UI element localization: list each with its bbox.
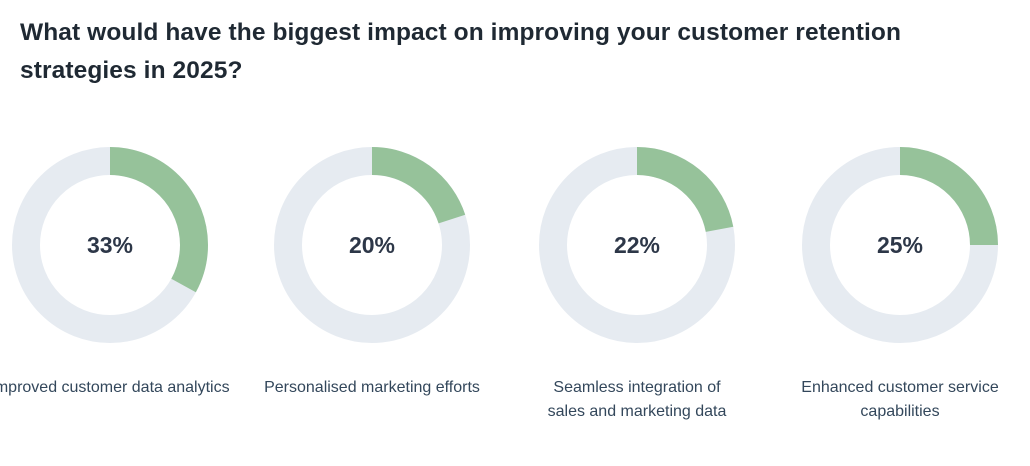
donut-label-1: Personalised marketing efforts — [264, 379, 480, 396]
donut-ring — [12, 147, 208, 343]
donut-segment — [802, 147, 998, 343]
chart-title: What would have the biggest impact on im… — [20, 19, 902, 84]
donut-ring — [274, 147, 470, 343]
donut-segment — [274, 147, 470, 343]
donut-chart-1: 20% — [273, 146, 471, 344]
donut-ring — [539, 147, 735, 343]
donut-chart-2: 22% — [538, 146, 736, 344]
donut-chart-0: 33% — [11, 146, 209, 344]
donut-segment — [539, 147, 735, 343]
donut-percentage: 20% — [348, 231, 396, 258]
donut-percentage: 33% — [86, 231, 134, 258]
donut-percentage: 22% — [613, 231, 661, 258]
donut-percentage: 25% — [876, 231, 924, 258]
donut-label-0: Improved customer data analytics — [0, 379, 230, 396]
donut-chart-3: 25% — [801, 146, 999, 344]
donut-ring — [802, 147, 998, 343]
donut-label-3: Enhanced customer service capabilities — [801, 379, 999, 420]
donut-segment — [12, 147, 208, 343]
donut-label-2: Seamless integration of sales and market… — [547, 379, 727, 420]
